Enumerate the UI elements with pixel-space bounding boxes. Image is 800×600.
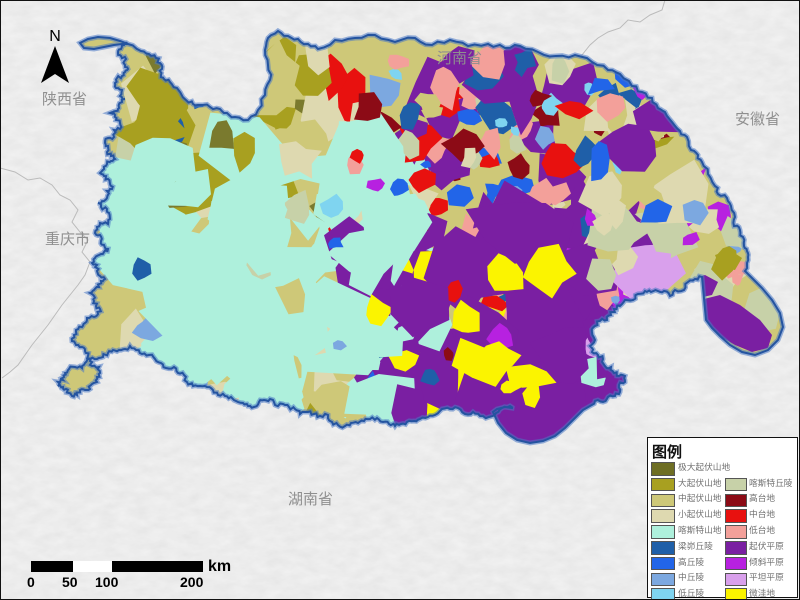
- svg-text:N: N: [49, 28, 61, 45]
